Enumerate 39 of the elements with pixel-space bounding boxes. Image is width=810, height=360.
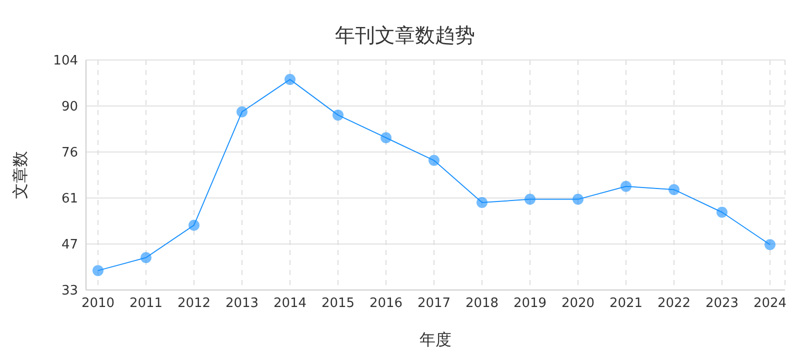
point: [668, 184, 680, 196]
point: [140, 252, 152, 264]
x-tick-label: 2015: [321, 296, 355, 312]
x-tick-label: 2012: [177, 296, 211, 312]
point: [572, 194, 584, 205]
point: [476, 197, 488, 208]
chart-title: 年刊文章数趋势: [334, 22, 476, 49]
x-tick-label: 2010: [81, 296, 115, 312]
x-tick-label: 2023: [705, 296, 739, 312]
point: [524, 194, 536, 205]
x-tick-label: 2019: [513, 296, 547, 312]
x-tick-label: 2013: [225, 296, 259, 312]
point: [332, 110, 344, 121]
x-tick-label: 2011: [129, 296, 163, 312]
point: [764, 239, 776, 250]
x-tick-label: 2020: [561, 296, 595, 312]
x-tick-label: 2021: [609, 296, 643, 312]
point: [284, 74, 296, 85]
x-tick-label: 2016: [369, 296, 403, 312]
y-tick-label: 90: [61, 100, 78, 115]
x-tick-label: 2017: [417, 296, 451, 312]
point: [188, 220, 200, 231]
x-tick-label: 2014: [273, 296, 307, 312]
point: [92, 265, 104, 276]
point: [380, 132, 392, 144]
point: [236, 106, 248, 118]
y-tick-label: 47: [61, 238, 78, 253]
y-tick-label: 104: [53, 54, 78, 69]
y-tick-label: 61: [61, 192, 78, 207]
point: [428, 154, 440, 166]
x-axis-title: 年度: [420, 330, 452, 349]
x-tick-label: 2022: [657, 296, 691, 312]
point: [716, 206, 728, 218]
x-tick-label: 2024: [753, 296, 787, 312]
y-tick-label: 76: [61, 146, 78, 161]
x-tick-label: 2018: [465, 296, 499, 312]
y-axis-title: 文章数: [10, 151, 30, 199]
point: [620, 180, 632, 192]
y-tick-label: 33: [61, 284, 78, 299]
